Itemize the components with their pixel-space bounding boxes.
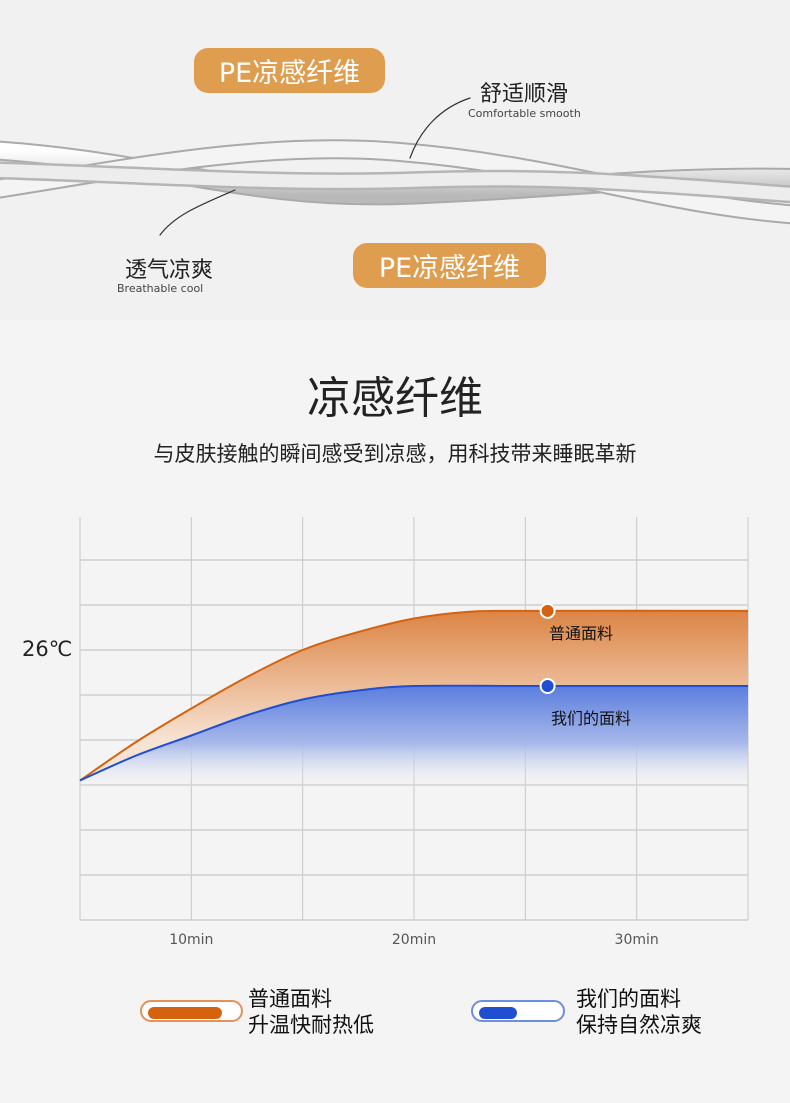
badge-text: PE凉感纤维 (378, 253, 521, 284)
series-area-regular (80, 610, 748, 781)
x-tick-label: 10min (169, 932, 214, 948)
fiber-strands-image (0, 97, 790, 236)
pe-fiber-badge-bottom: PE凉感纤维 (353, 243, 546, 288)
series-label-ours: 我们的面料 (551, 709, 632, 728)
legend-line1: 我们的面料 (576, 987, 681, 1011)
feature-comfort-en: Comfortable smooth (468, 107, 581, 120)
series-marker-ours (539, 678, 556, 694)
legend-line1: 普通面料 (248, 987, 332, 1011)
series-area-ours (80, 685, 748, 794)
legend-item-regular (140, 1000, 243, 1022)
series-line-ours (79, 684, 748, 782)
legend-item-ours (471, 1000, 565, 1022)
legend-text-regular: 普通面料 升温快耐热低 (248, 986, 374, 1038)
feature-breathable-cn: 透气凉爽 (125, 258, 214, 283)
section-subtitle: 与皮肤接触的瞬间感受到凉感，用科技带来睡眠革新 (153, 442, 637, 466)
legend-swatch-orange (140, 1000, 243, 1022)
series-line-regular (79, 609, 749, 782)
x-tick-label: 20min (391, 932, 437, 948)
feature-comfort-cn: 舒适顺滑 (480, 82, 569, 107)
pe-fiber-badge-top: PE凉感纤维 (194, 48, 385, 93)
section-title: 凉感纤维 (307, 373, 483, 424)
x-tick-label: 30min (614, 932, 659, 948)
legend-text-ours: 我们的面料 保持自然凉爽 (576, 986, 702, 1038)
legend-swatch-blue (471, 1000, 565, 1022)
badge-text: PE凉感纤维 (218, 58, 361, 89)
legend-line2: 保持自然凉爽 (576, 1013, 702, 1037)
feature-breathable-en: Breathable cool (117, 282, 204, 295)
y-tick-label: 26℃ (22, 637, 73, 661)
series-label-regular: 普通面料 (549, 624, 614, 643)
legend-line2: 升温快耐热低 (248, 1013, 374, 1037)
series-marker-regular (539, 602, 556, 619)
